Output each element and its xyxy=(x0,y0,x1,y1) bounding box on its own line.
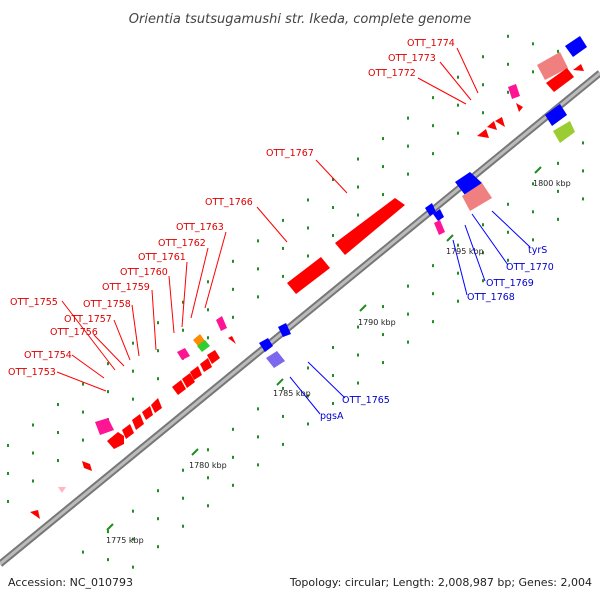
other-feature[interactable] xyxy=(553,121,575,143)
label-OTT_1774[interactable]: OTT_1774 xyxy=(407,38,455,49)
gene-arrow[interactable] xyxy=(82,461,92,471)
rna-gene[interactable] xyxy=(177,348,190,360)
label-OTT_1761[interactable]: OTT_1761 xyxy=(138,252,186,263)
rna-gene[interactable] xyxy=(95,418,114,435)
genome-stats-text: Topology: circular; Length: 2,008,987 bp… xyxy=(289,576,592,589)
pseudo-gene-OTT_1765[interactable] xyxy=(266,351,285,368)
major-tick-mark xyxy=(446,234,454,242)
genome-backbone xyxy=(0,70,600,567)
pseudo-gene-arrow[interactable] xyxy=(58,487,66,493)
scale-label-1800: 1800 kbp xyxy=(533,179,571,188)
gene-OTT_1769[interactable] xyxy=(433,209,444,221)
label-OTT_1755[interactable]: OTT_1755 xyxy=(10,297,58,308)
gene-arrow[interactable] xyxy=(207,350,220,364)
pseudo-gene-tyrS[interactable] xyxy=(462,183,492,211)
label-OTT_1762[interactable]: OTT_1762 xyxy=(158,238,206,249)
label-OTT_1760[interactable]: OTT_1760 xyxy=(120,267,168,278)
major-tick-mark xyxy=(191,448,199,456)
major-tick-mark xyxy=(276,378,284,386)
gene-OTT_1772[interactable] xyxy=(477,129,489,138)
map-title: Orientia tsutsugamushi str. Ikeda, compl… xyxy=(129,12,471,27)
gene-arrow[interactable] xyxy=(132,414,144,430)
label-OTT_1766[interactable]: OTT_1766 xyxy=(205,197,253,208)
gene-arrow[interactable] xyxy=(30,510,40,519)
label-OTT_1758[interactable]: OTT_1758 xyxy=(83,299,131,310)
major-tick-mark xyxy=(534,166,542,174)
gene-arrow[interactable] xyxy=(151,398,162,413)
label-pgsA[interactable]: pgsA xyxy=(320,411,344,422)
gene-arrow[interactable] xyxy=(516,103,523,112)
label-OTT_1765[interactable]: OTT_1765 xyxy=(342,395,390,406)
gene-arrow[interactable] xyxy=(546,68,574,92)
accession-text: Accession: NC_010793 xyxy=(8,576,133,589)
scale-label-1785: 1785 kbp xyxy=(273,389,311,398)
label-OTT_1753[interactable]: OTT_1753 xyxy=(8,367,56,378)
label-OTT_1770[interactable]: OTT_1770 xyxy=(506,262,554,273)
pseudo-gene[interactable] xyxy=(537,52,568,80)
label-OTT_1763[interactable]: OTT_1763 xyxy=(176,222,224,233)
gene-OTT_1774[interactable] xyxy=(495,117,505,127)
leader-lines-reverse xyxy=(289,210,531,415)
gene-arrow[interactable] xyxy=(573,64,584,71)
label-OTT_1773[interactable]: OTT_1773 xyxy=(388,53,436,64)
gene-OTT_1767[interactable] xyxy=(335,198,405,255)
tick-marks xyxy=(7,34,584,569)
gene-OTT_1768[interactable] xyxy=(425,203,436,216)
scale-label-1780: 1780 kbp xyxy=(189,461,227,470)
rna-gene[interactable] xyxy=(508,84,520,99)
gene-arrow[interactable] xyxy=(190,366,202,380)
gene-OTT_1770[interactable] xyxy=(455,172,482,195)
label-OTT_1757[interactable]: OTT_1757 xyxy=(64,314,112,325)
label-OTT_1759[interactable]: OTT_1759 xyxy=(102,282,150,293)
gene-pgsA[interactable] xyxy=(259,338,273,352)
scale-label-1775: 1775 kbp xyxy=(106,536,144,545)
feature-track xyxy=(30,36,587,519)
other-feature[interactable] xyxy=(197,340,210,352)
scale-label-1795: 1795 kbp xyxy=(446,247,484,256)
gene-arrow-reverse[interactable] xyxy=(545,104,567,126)
label-OTT_1756[interactable]: OTT_1756 xyxy=(50,327,98,338)
gene-arrow[interactable] xyxy=(182,373,195,388)
label-OTT_1767[interactable]: OTT_1767 xyxy=(266,148,314,159)
rna-gene[interactable] xyxy=(434,220,445,235)
gene-labels-reverse: tyrS OTT_1770 OTT_1769 OTT_1768 OTT_1765… xyxy=(320,245,554,422)
gene-arrow[interactable] xyxy=(200,358,212,372)
scale-label-1790: 1790 kbp xyxy=(358,318,396,327)
label-OTT_1768[interactable]: OTT_1768 xyxy=(467,292,515,303)
rna-gene[interactable] xyxy=(216,316,227,331)
gene-OTT_1773[interactable] xyxy=(487,121,497,130)
label-OTT_1754[interactable]: OTT_1754 xyxy=(24,350,72,361)
gene-arrow-reverse[interactable] xyxy=(565,36,587,57)
gene-arrow[interactable] xyxy=(122,424,134,439)
gene-arrow[interactable] xyxy=(228,336,236,344)
label-OTT_1772[interactable]: OTT_1772 xyxy=(368,68,416,79)
gene-arrow[interactable] xyxy=(172,380,186,395)
label-OTT_1769[interactable]: OTT_1769 xyxy=(486,278,534,289)
label-tyrS[interactable]: tyrS xyxy=(528,245,547,256)
scale-labels: 1775 kbp 1780 kbp 1785 kbp 1790 kbp 1795… xyxy=(106,179,571,545)
gene-labels-forward: OTT_1774 OTT_1773 OTT_1772 OTT_1767 OTT_… xyxy=(8,38,455,378)
gene-arrow[interactable] xyxy=(142,406,153,420)
gene-arrow[interactable] xyxy=(107,432,124,449)
gene-arrow-reverse[interactable] xyxy=(278,323,291,337)
gene-OTT_1766[interactable] xyxy=(287,257,330,294)
major-tick-mark xyxy=(359,304,367,312)
leader-lines-forward xyxy=(56,47,479,392)
major-tick-mark xyxy=(106,523,114,531)
